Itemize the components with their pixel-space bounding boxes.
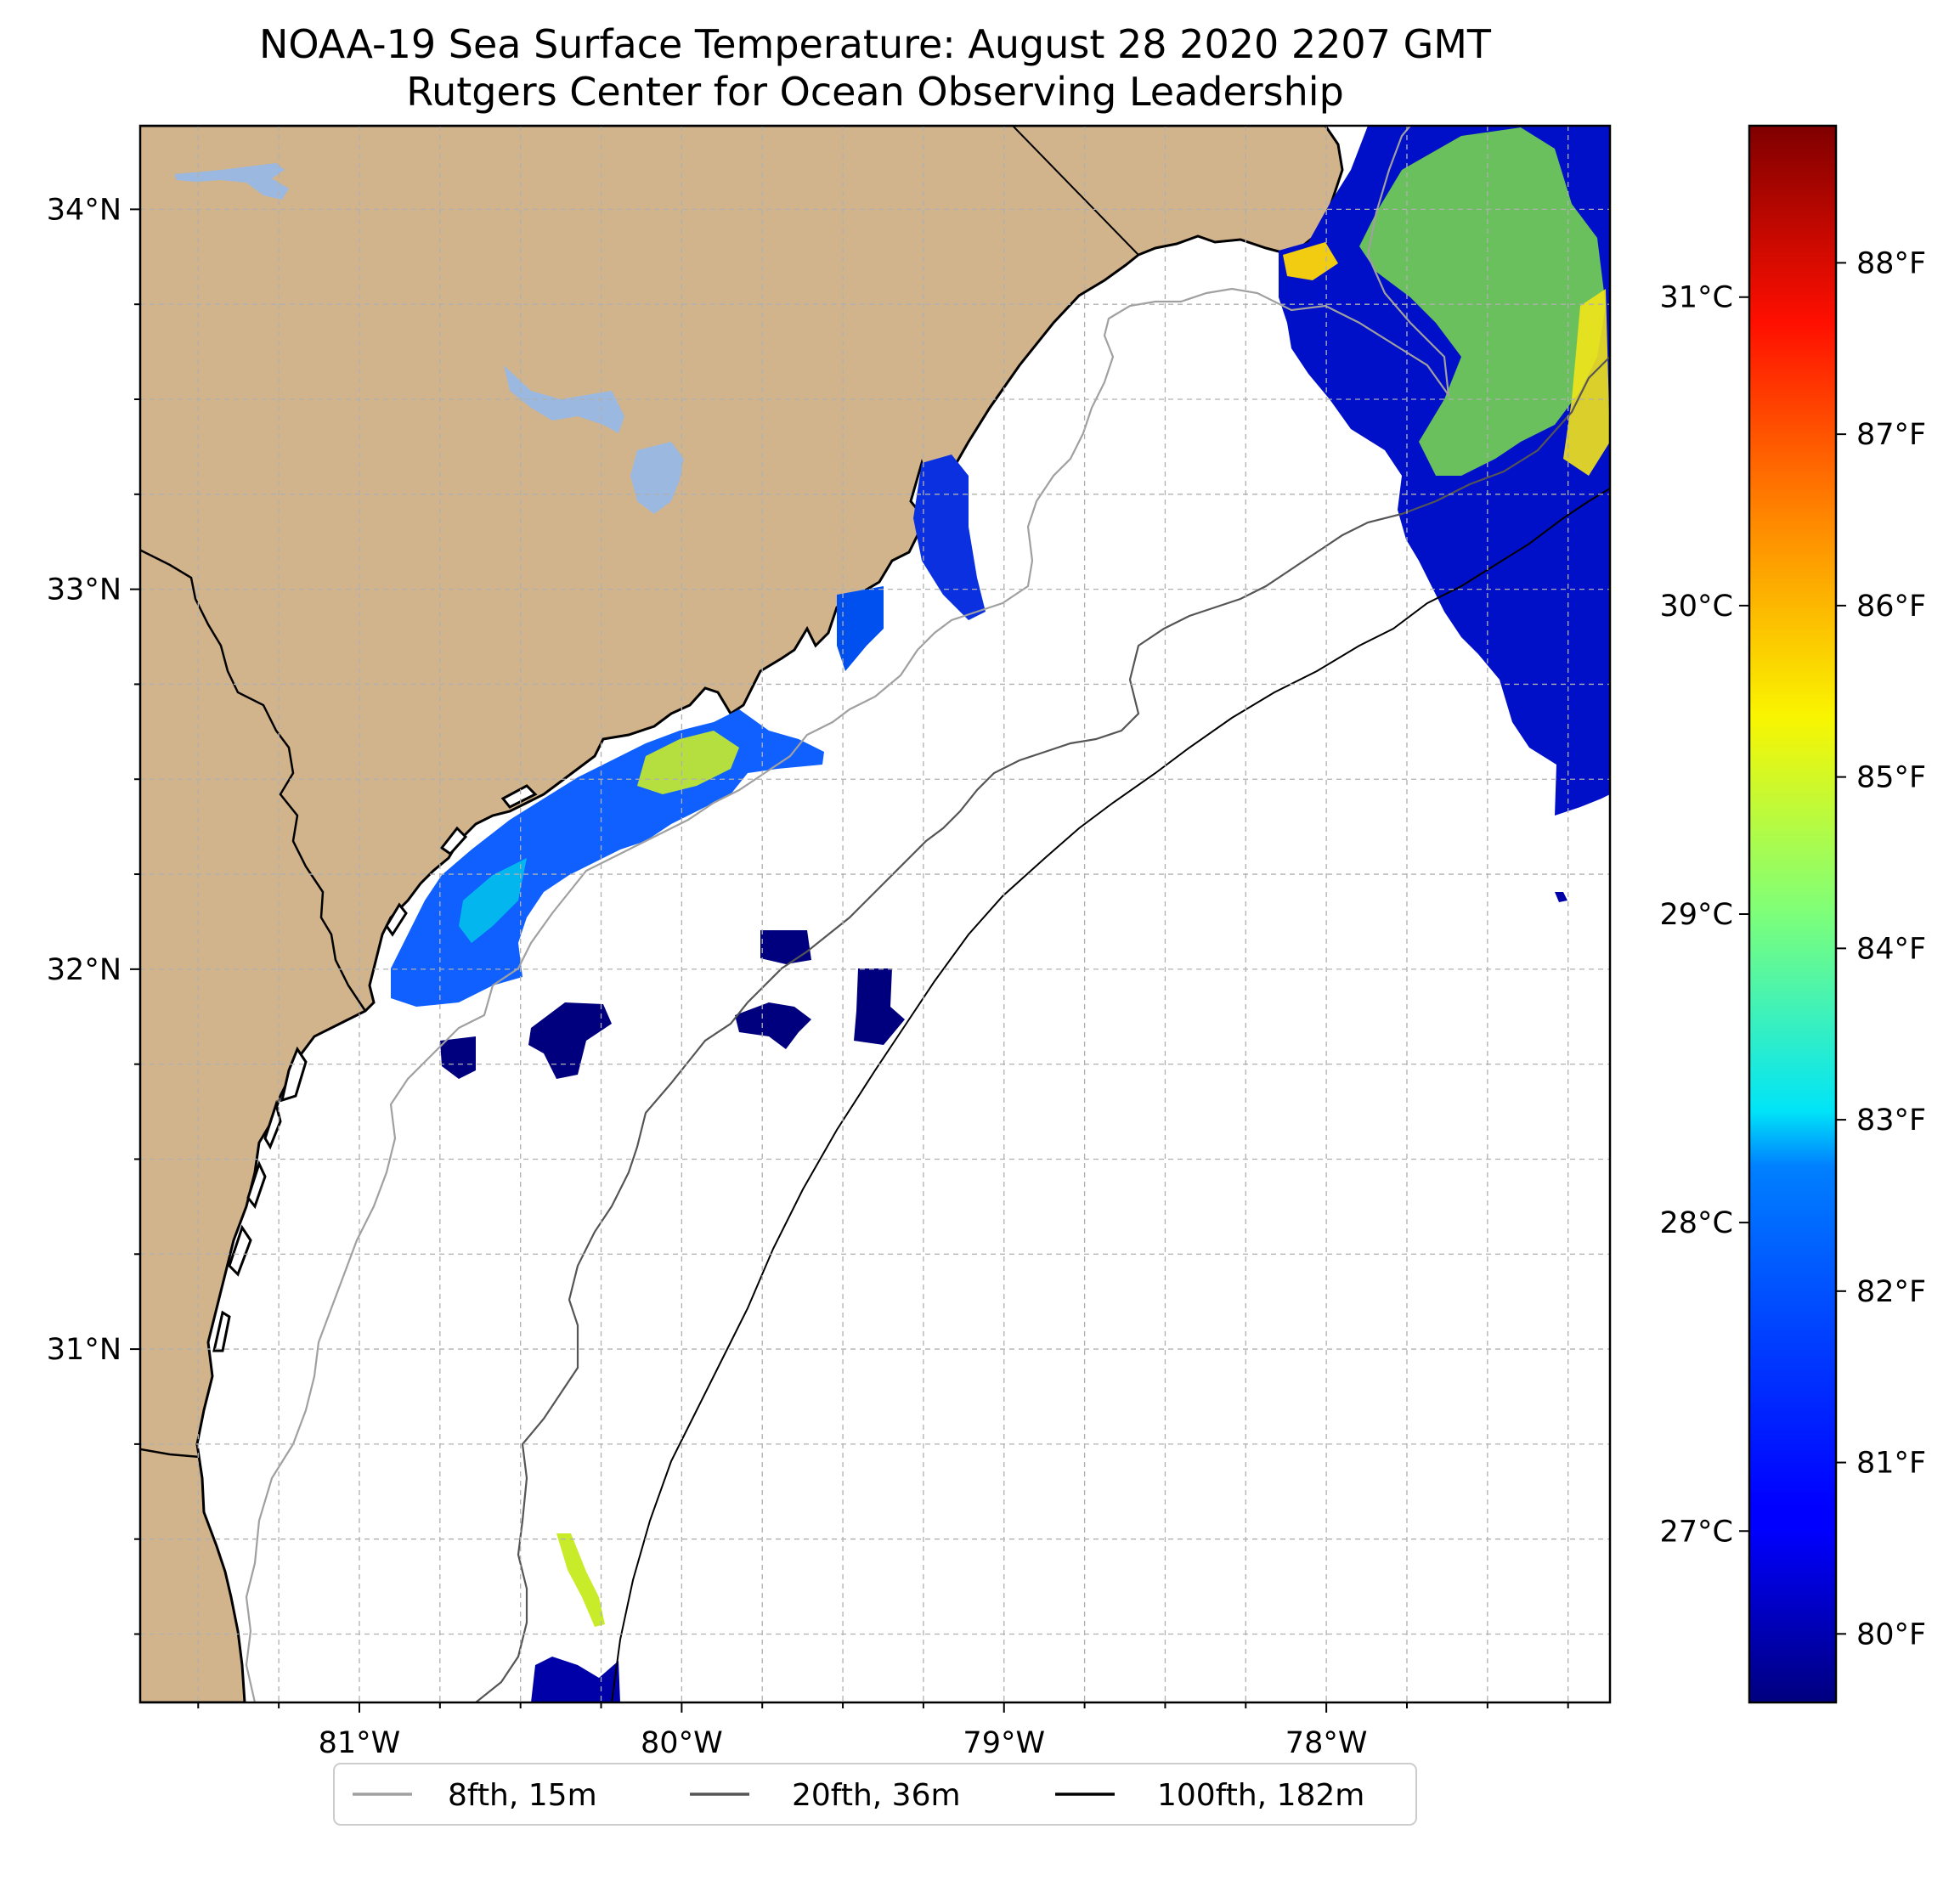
state-boundary-nc-sc xyxy=(1012,126,1139,256)
sst-patch-bulls-bay xyxy=(837,586,884,671)
colorbar-label-c: 30°C xyxy=(1660,590,1733,624)
lat-tick-label: 32°N xyxy=(47,953,121,987)
colorbar-label-c: 28°C xyxy=(1660,1206,1733,1240)
sst-warm-northeast xyxy=(1359,127,1606,476)
lat-tick-label: 31°N xyxy=(47,1333,121,1367)
sst-blob-south xyxy=(531,1657,620,1702)
map-frame xyxy=(138,124,1612,1704)
map-subtitle: Rutgers Center for Ocean Observing Leade… xyxy=(406,69,1344,115)
legend-box xyxy=(333,1763,1417,1826)
legend: 8fth, 15m 20fth, 36m 100fth, 182m xyxy=(333,1763,1417,1826)
colorbar-ticks: 80°F 81°F 82°F 83°F 84°F 85°F 86°F 87°F 88°F 27°C… xyxy=(1660,246,1927,1651)
legend-label-20fth: 20fth, 36m xyxy=(792,1778,961,1813)
map-title: NOAA-19 Sea Surface Temperature: August … xyxy=(259,21,1492,67)
sst-cool-charleston xyxy=(459,858,527,943)
map-axis-ticks: 81°W 80°W 79°W 78°W 34°N 33°N 32°N 31°N xyxy=(47,193,1569,1760)
colorbar-label-f: 85°F xyxy=(1856,761,1926,795)
colorbar-label-f: 88°F xyxy=(1856,246,1926,280)
colorbar-label-f: 84°F xyxy=(1856,932,1926,966)
colorbar-label-f: 87°F xyxy=(1856,418,1926,452)
land xyxy=(140,126,1344,1702)
lake-moultrie xyxy=(630,442,684,514)
sst-blob-1 xyxy=(760,930,811,964)
sst-blob-5 xyxy=(440,1036,476,1079)
lon-tick-label: 79°W xyxy=(963,1726,1045,1760)
sst-patch-cape-romain xyxy=(913,454,986,620)
colorbar-label-c: 27°C xyxy=(1660,1515,1733,1549)
legend-label-100fth: 100fth, 182m xyxy=(1157,1778,1364,1813)
colorbar-label-c: 31°C xyxy=(1660,281,1733,315)
gridlines xyxy=(140,126,1610,1702)
isobath-8fth xyxy=(245,126,1450,1702)
colorbar-label-f: 82°F xyxy=(1856,1275,1926,1309)
lat-tick-label: 34°N xyxy=(47,193,121,227)
sst-blob-4 xyxy=(854,968,905,1045)
state-boundary-sc-ga xyxy=(140,549,367,1012)
colorbar-label-c: 29°C xyxy=(1660,898,1733,932)
isobath-100fth xyxy=(611,488,1610,1702)
colorbar-label-f: 86°F xyxy=(1856,590,1926,624)
lat-tick-label: 33°N xyxy=(47,573,121,607)
sst-patch-charleston xyxy=(391,709,824,1007)
lake-top xyxy=(174,163,289,200)
sst-strip-south xyxy=(556,1533,605,1627)
sst-dot-east xyxy=(1555,892,1567,902)
isobath-20fth xyxy=(475,356,1610,1702)
colorbar xyxy=(1749,126,1836,1702)
colorbar-label-f: 83°F xyxy=(1856,1104,1926,1138)
map-area xyxy=(140,126,1610,1702)
sst-blob-2 xyxy=(528,1002,612,1079)
colorbar-label-f: 80°F xyxy=(1856,1617,1926,1651)
lon-tick-label: 78°W xyxy=(1285,1726,1368,1760)
legend-label-8fth: 8fth, 15m xyxy=(448,1778,597,1813)
lon-tick-label: 81°W xyxy=(319,1726,401,1760)
state-boundary-ga-fl xyxy=(140,1448,201,1459)
sst-coverage xyxy=(391,126,1610,1702)
sst-hot-northeast-2 xyxy=(1283,242,1338,280)
colorbar-label-f: 81°F xyxy=(1856,1447,1926,1481)
sst-warm-charleston xyxy=(637,731,739,794)
lon-tick-label: 80°W xyxy=(641,1726,723,1760)
sst-blob-3 xyxy=(735,1002,811,1049)
